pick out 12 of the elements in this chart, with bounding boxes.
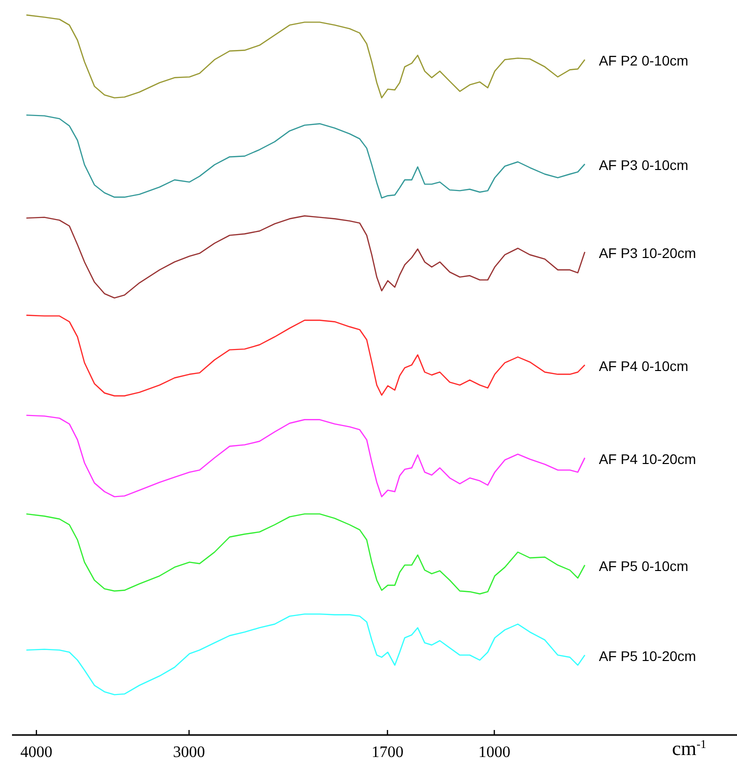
series-label: AF P5 10-20cm (598, 648, 696, 664)
x-axis-title: cm$^{-1}$ (672, 737, 706, 760)
series-label: AF P4 10-20cm (598, 450, 696, 467)
series-label: AF P3 10-20cm (598, 244, 696, 261)
x-tick-label: 1000 (478, 744, 510, 761)
series-label: AF P3 0-10cm (598, 157, 688, 174)
x-tick-label: 4000 (20, 744, 52, 761)
x-tick-label: 3000 (173, 744, 206, 761)
series-label: AF P2 0-10cm (598, 52, 688, 69)
series-label: AF P4 0-10cm (598, 358, 688, 374)
x-tick-label: 1700 (371, 744, 404, 761)
series-label: AF P5 0-10cm (598, 558, 688, 574)
